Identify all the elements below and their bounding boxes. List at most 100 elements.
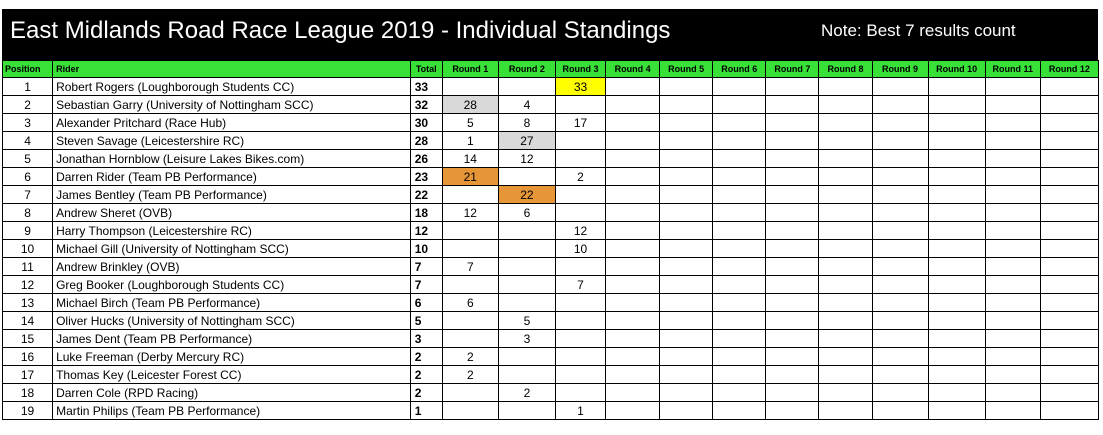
round-12-cell <box>1039 167 1100 186</box>
round-9-cell <box>871 185 929 204</box>
column-header-round-9[interactable]: Round 9 <box>871 60 929 78</box>
round-5-cell <box>659 329 714 348</box>
round-2-cell: 3 <box>497 329 556 348</box>
rider-cell: Andrew Sheret (OVB) <box>52 203 411 222</box>
round-2-cell <box>497 221 556 240</box>
round-6-cell <box>712 293 767 312</box>
round-3-cell <box>554 203 607 222</box>
round-3-cell <box>554 365 607 384</box>
table-row: 12 Greg Booker (Loughborough Students CC)… <box>1 275 1100 294</box>
column-header-round-6[interactable]: Round 6 <box>712 60 767 78</box>
round-8-cell <box>818 149 873 168</box>
round-3-cell <box>554 95 607 114</box>
round-3-cell: 10 <box>554 239 607 258</box>
round-9-cell <box>871 383 929 402</box>
rider-cell: Greg Booker (Loughborough Students CC) <box>52 275 411 294</box>
round-7-cell <box>765 77 820 96</box>
round-6-cell <box>712 329 767 348</box>
round-8-cell <box>818 329 873 348</box>
round-7-cell <box>765 275 820 294</box>
round-8-cell <box>818 365 873 384</box>
round-5-cell <box>659 257 714 276</box>
round-4-cell <box>605 113 661 132</box>
round-2-cell: 4 <box>497 95 556 114</box>
table-row: 15 James Dent (Team PB Performance) 3 3 <box>1 329 1100 348</box>
column-header-round-5[interactable]: Round 5 <box>659 60 714 78</box>
round-9-cell <box>871 149 929 168</box>
round-6-cell <box>712 131 767 150</box>
round-2-cell <box>497 293 556 312</box>
round-4-cell <box>605 95 661 114</box>
table-row: 4 Steven Savage (Leicestershire RC) 28 1 27 <box>1 131 1100 150</box>
round-11-cell <box>984 383 1041 402</box>
round-10-cell <box>927 257 986 276</box>
round-5-cell <box>659 383 714 402</box>
column-header-round-8[interactable]: Round 8 <box>818 60 873 78</box>
round-9-cell <box>871 95 929 114</box>
round-9-cell <box>871 113 929 132</box>
rider-cell: Michael Birch (Team PB Performance) <box>52 293 411 312</box>
table-row: 13 Michael Birch (Team PB Performance) 6 6 <box>1 293 1100 312</box>
round-11-cell <box>984 365 1041 384</box>
round-5-cell <box>659 131 714 150</box>
column-header-round-11[interactable]: Round 11 <box>984 60 1041 78</box>
round-4-cell <box>605 257 661 276</box>
column-header-round-1[interactable]: Round 1 <box>441 60 499 78</box>
round-1-cell <box>441 77 499 96</box>
round-7-cell <box>765 203 820 222</box>
round-1-cell: 28 <box>441 95 499 114</box>
column-header-position[interactable]: Position <box>1 60 54 78</box>
round-5-cell <box>659 167 714 186</box>
round-10-cell <box>927 383 986 402</box>
round-10-cell <box>927 401 986 420</box>
table-row: 10 Michael Gill (University of Nottingham… <box>1 239 1100 258</box>
round-6-cell <box>712 167 767 186</box>
round-5-cell <box>659 95 714 114</box>
round-1-cell: 21 <box>441 167 499 186</box>
column-header-round-12[interactable]: Round 12 <box>1039 60 1100 78</box>
position-cell: 9 <box>1 221 54 240</box>
round-12-cell <box>1039 77 1100 96</box>
round-12-cell <box>1039 401 1100 420</box>
round-1-cell: 14 <box>441 149 499 168</box>
column-header-round-3[interactable]: Round 3 <box>554 60 607 78</box>
round-10-cell <box>927 203 986 222</box>
round-12-cell <box>1039 203 1100 222</box>
column-header-total[interactable]: Total <box>409 60 443 78</box>
round-4-cell <box>605 347 661 366</box>
round-10-cell <box>927 167 986 186</box>
round-9-cell <box>871 221 929 240</box>
total-cell: 18 <box>409 203 443 222</box>
round-10-cell <box>927 239 986 258</box>
round-8-cell <box>818 383 873 402</box>
round-3-cell: 17 <box>554 113 607 132</box>
round-4-cell <box>605 383 661 402</box>
round-3-cell <box>554 149 607 168</box>
rider-cell: Martin Philips (Team PB Performance) <box>52 401 411 420</box>
round-10-cell <box>927 329 986 348</box>
column-header-round-2[interactable]: Round 2 <box>497 60 556 78</box>
column-header-rider[interactable]: Rider <box>52 60 411 78</box>
round-2-cell <box>497 365 556 384</box>
round-10-cell <box>927 77 986 96</box>
round-11-cell <box>984 347 1041 366</box>
round-8-cell <box>818 203 873 222</box>
column-header-round-7[interactable]: Round 7 <box>765 60 820 78</box>
round-7-cell <box>765 383 820 402</box>
rider-cell: James Bentley (Team PB Performance) <box>52 185 411 204</box>
round-2-cell <box>497 239 556 258</box>
table-row: 2 Sebastian Garry (University of Nottingh… <box>1 95 1100 114</box>
total-cell: 22 <box>409 185 443 204</box>
round-5-cell <box>659 185 714 204</box>
round-9-cell <box>871 311 929 330</box>
column-header-round-4[interactable]: Round 4 <box>605 60 661 78</box>
column-header-round-10[interactable]: Round 10 <box>927 60 986 78</box>
round-10-cell <box>927 185 986 204</box>
round-6-cell <box>712 95 767 114</box>
title-bar: East Midlands Road Race League 2019 - In… <box>2 9 1098 60</box>
round-2-cell <box>497 401 556 420</box>
total-cell: 30 <box>409 113 443 132</box>
rider-cell: Oliver Hucks (University of Nottingham S… <box>52 311 411 330</box>
round-1-cell <box>441 239 499 258</box>
round-9-cell <box>871 131 929 150</box>
